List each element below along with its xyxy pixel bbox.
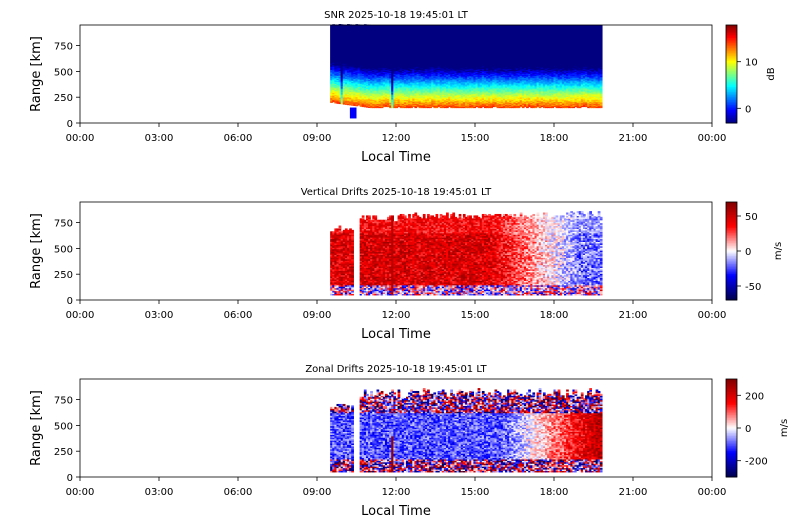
snr-heatmap-cells bbox=[330, 24, 602, 118]
snr-title: SNR 2025-10-18 19:45:01 LT bbox=[324, 10, 469, 21]
snr-panel: SNR 2025-10-18 19:45:01 LT 0 250 500 750… bbox=[29, 10, 777, 165]
